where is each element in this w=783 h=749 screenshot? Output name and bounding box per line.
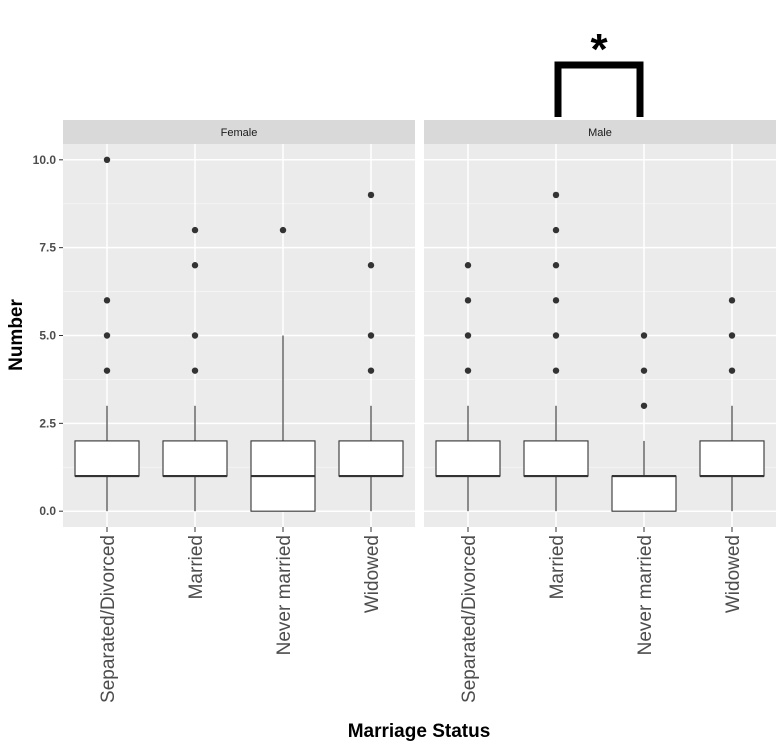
box-iqr	[523, 440, 589, 477]
y-tick-label: 7.5	[39, 241, 56, 255]
outlier-point	[191, 226, 199, 234]
y-tick-label: 5.0	[39, 329, 56, 343]
outlier-point	[367, 332, 375, 339]
y-tick-label: 10.0	[33, 153, 57, 167]
box-widowed	[338, 191, 404, 512]
outlier-point	[191, 262, 199, 269]
outlier-point	[464, 262, 472, 269]
outlier-point	[640, 402, 648, 409]
facet-strip	[424, 120, 776, 144]
outlier-point	[367, 262, 375, 269]
x-tick-label: Married	[547, 535, 568, 599]
outlier-point	[640, 332, 648, 339]
box-never-married	[250, 226, 316, 512]
significance-annotation: *	[554, 25, 644, 117]
x-axis-title: Marriage Status	[348, 721, 491, 742]
box-iqr	[338, 440, 404, 477]
x-tick-label: Widowed	[362, 535, 383, 613]
y-axis: 0.0 2.5 5.0 7.5 10.0	[33, 153, 63, 518]
outlier-point	[728, 332, 736, 339]
outlier-point	[552, 297, 560, 304]
facet-strip-label: Female	[221, 127, 258, 139]
outlier-point	[191, 367, 199, 374]
box-iqr	[435, 440, 501, 477]
x-tick-label: Married	[186, 535, 207, 599]
box-married	[523, 191, 589, 512]
facet-male: Male Separated/Divorced Married Never marri…	[424, 120, 776, 703]
box-never-married	[611, 332, 677, 512]
outlier-point	[728, 297, 736, 304]
outlier-point	[552, 367, 560, 374]
outlier-point	[728, 367, 736, 374]
facet-female: Female Separated/Divorced Married Never mar…	[63, 120, 415, 703]
outlier-point	[640, 367, 648, 374]
y-tick-label: 2.5	[39, 416, 56, 430]
outlier-point	[552, 332, 560, 339]
box-iqr	[699, 440, 765, 477]
significance-bracket	[554, 61, 644, 117]
significance-marker: *	[590, 25, 608, 74]
outlier-point	[279, 226, 287, 234]
outlier-point	[464, 332, 472, 339]
facet-strip	[63, 120, 415, 144]
box-married	[162, 226, 228, 512]
outlier-point	[464, 367, 472, 374]
box-separated-divorced	[435, 262, 501, 512]
x-tick-label: Separated/Divorced	[459, 535, 480, 703]
outlier-point	[367, 191, 375, 199]
outlier-point	[464, 297, 472, 304]
box-widowed	[699, 297, 765, 512]
outlier-point	[552, 262, 560, 269]
x-tick-label: Separated/Divorced	[98, 535, 119, 703]
box-iqr	[611, 475, 677, 512]
box-separated-divorced	[74, 156, 140, 512]
facet-strip-label: Male	[588, 127, 612, 139]
outlier-point	[552, 226, 560, 234]
x-tick-label: Never married	[274, 535, 295, 655]
outlier-point	[367, 367, 375, 374]
outlier-point	[103, 297, 111, 304]
outlier-point	[103, 367, 111, 374]
y-tick-label: 0.0	[39, 504, 56, 518]
x-tick-label: Never married	[635, 535, 656, 655]
facet-panels: Female Separated/Divorced Married Never mar…	[63, 120, 776, 703]
outlier-point	[103, 156, 111, 164]
x-tick-label: Widowed	[723, 535, 744, 613]
y-axis-title: Number	[6, 299, 27, 371]
outlier-point	[103, 332, 111, 339]
box-iqr	[162, 440, 228, 477]
outlier-point	[191, 332, 199, 339]
box-iqr	[74, 440, 140, 477]
outlier-point	[552, 191, 560, 199]
